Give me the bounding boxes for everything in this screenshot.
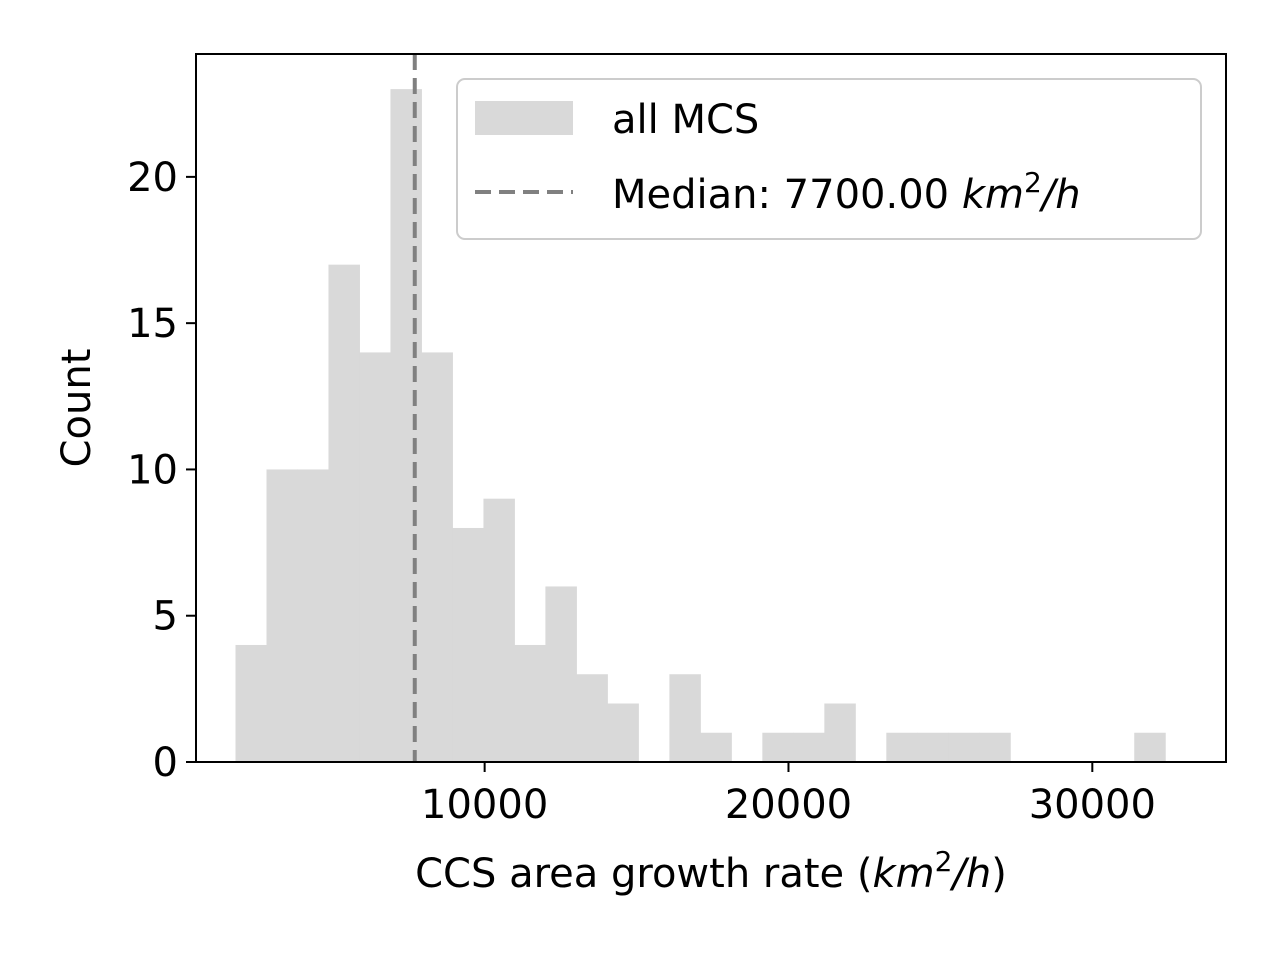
histogram-bar [917, 732, 949, 762]
histogram-bar [545, 586, 577, 762]
histogram-bar [576, 674, 608, 762]
histogram-bar [483, 498, 515, 762]
x-tick-label: 20000 [725, 782, 852, 828]
x-tick-label: 10000 [421, 782, 548, 828]
y-ticks: 0 5 10 15 20 [127, 155, 196, 786]
legend-median-superscript: 2 [1024, 166, 1042, 199]
histogram-bar [266, 469, 298, 762]
histogram-bar [297, 469, 329, 762]
y-tick-label: 5 [153, 594, 178, 640]
histogram-bar [452, 527, 484, 762]
histogram-bar [235, 644, 267, 762]
y-tick-label: 15 [127, 301, 178, 347]
x-axis-label-close: ) [991, 851, 1007, 897]
x-axis-label-unit-tail: /h [949, 851, 991, 897]
histogram-bar [514, 644, 546, 762]
legend-median-prefix: Median: 7700.00 [612, 172, 962, 218]
histogram-bar [359, 352, 391, 762]
legend: all MCS Median: 7700.00 km2/h [456, 78, 1202, 240]
legend-patch-all-mcs [475, 101, 573, 135]
y-tick-label: 10 [127, 447, 178, 493]
histogram-bar [700, 732, 732, 762]
y-tick-label: 20 [127, 155, 178, 201]
plot-frame [195, 53, 1227, 763]
x-tick-label: 30000 [1029, 782, 1156, 828]
histogram-bar [762, 732, 794, 762]
histogram-bar [607, 703, 639, 762]
histogram-bar [948, 732, 980, 762]
legend-label-all-mcs: all MCS [612, 97, 759, 143]
legend-box [456, 78, 1202, 240]
legend-median-unit-tail: /h [1039, 172, 1081, 218]
x-axis-label: CCS area growth rate (km2/h) [415, 845, 1007, 897]
histogram-bar [979, 732, 1011, 762]
histogram-bar [328, 264, 360, 762]
histogram-bar [793, 732, 825, 762]
histogram-bar [1134, 732, 1166, 762]
histogram-bar [824, 703, 856, 762]
legend-median-unit: km [962, 172, 1024, 218]
y-tick-label: 0 [153, 740, 178, 786]
x-ticks: 10000 20000 30000 [421, 762, 1156, 828]
x-axis-label-superscript: 2 [935, 845, 953, 878]
x-axis-label-unit: km [872, 851, 934, 897]
histogram-bar [669, 674, 701, 762]
x-axis-label-text: CCS area growth rate ( [415, 851, 872, 897]
histogram-bar [421, 352, 453, 762]
histogram-bar [886, 732, 918, 762]
y-axis-label: Count [54, 349, 100, 468]
histogram-bar [390, 89, 422, 763]
legend-label-median: Median: 7700.00 km2/h [612, 166, 1081, 218]
